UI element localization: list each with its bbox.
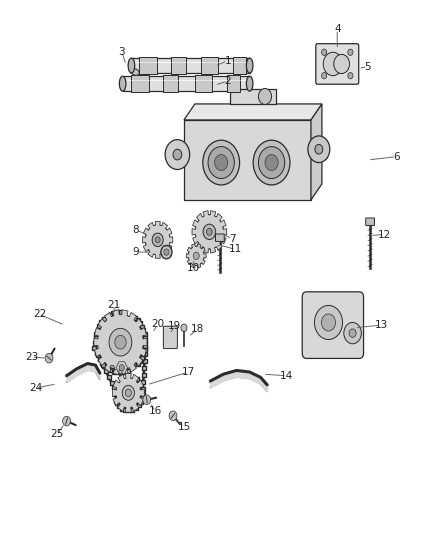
Circle shape (207, 229, 212, 235)
Circle shape (258, 147, 285, 179)
Text: 12: 12 (378, 230, 391, 239)
Text: 3: 3 (118, 47, 125, 56)
Circle shape (348, 49, 353, 55)
Circle shape (315, 144, 323, 154)
Circle shape (143, 395, 151, 405)
Circle shape (161, 245, 172, 259)
Circle shape (119, 365, 124, 371)
Polygon shape (131, 58, 250, 73)
Text: 4: 4 (334, 25, 341, 34)
FancyBboxPatch shape (302, 292, 364, 358)
Ellipse shape (246, 76, 253, 91)
Text: 23: 23 (25, 352, 38, 362)
Polygon shape (184, 104, 322, 120)
Circle shape (323, 52, 343, 76)
Text: 9: 9 (108, 366, 115, 375)
Circle shape (164, 249, 169, 255)
Circle shape (203, 140, 240, 185)
Ellipse shape (128, 58, 135, 73)
Polygon shape (171, 57, 186, 74)
Circle shape (349, 329, 356, 337)
Circle shape (344, 322, 361, 344)
Polygon shape (192, 211, 227, 253)
Circle shape (152, 233, 163, 247)
Circle shape (165, 140, 190, 169)
Text: 7: 7 (229, 234, 236, 244)
Text: 18: 18 (191, 325, 204, 334)
Polygon shape (186, 244, 206, 268)
Text: 20: 20 (151, 319, 164, 329)
Circle shape (145, 225, 170, 255)
Circle shape (181, 324, 187, 332)
FancyBboxPatch shape (215, 234, 224, 241)
Text: 16: 16 (149, 407, 162, 416)
Circle shape (308, 136, 330, 163)
Circle shape (253, 140, 290, 185)
Text: 6: 6 (393, 152, 400, 161)
Polygon shape (233, 57, 246, 74)
Polygon shape (123, 76, 250, 91)
Circle shape (116, 361, 127, 375)
Circle shape (265, 155, 278, 171)
Circle shape (45, 353, 53, 363)
Text: 17: 17 (182, 367, 195, 377)
Circle shape (348, 72, 353, 79)
Circle shape (208, 147, 234, 179)
Circle shape (63, 416, 71, 426)
Circle shape (188, 246, 204, 265)
Polygon shape (184, 120, 311, 200)
Circle shape (195, 215, 223, 249)
Polygon shape (94, 310, 147, 375)
Ellipse shape (246, 58, 253, 73)
Ellipse shape (131, 69, 139, 75)
Circle shape (321, 72, 327, 79)
Text: 8: 8 (132, 225, 139, 235)
Circle shape (215, 155, 228, 171)
Text: 19: 19 (168, 321, 181, 331)
Polygon shape (113, 374, 144, 412)
Polygon shape (201, 57, 218, 74)
Polygon shape (131, 75, 149, 92)
Polygon shape (143, 222, 173, 258)
Polygon shape (311, 104, 322, 200)
Circle shape (116, 378, 141, 408)
Text: 24: 24 (29, 383, 42, 393)
Circle shape (173, 149, 182, 160)
Text: 21: 21 (107, 300, 120, 310)
Circle shape (169, 411, 177, 421)
Circle shape (125, 389, 131, 397)
Polygon shape (230, 89, 276, 104)
Text: 13: 13 (374, 320, 388, 330)
Circle shape (321, 49, 327, 55)
Polygon shape (139, 57, 157, 74)
Polygon shape (163, 75, 178, 92)
Circle shape (314, 305, 343, 340)
FancyBboxPatch shape (366, 218, 374, 225)
Polygon shape (195, 75, 212, 92)
Circle shape (155, 237, 160, 243)
Circle shape (321, 314, 336, 331)
Circle shape (258, 88, 272, 104)
Polygon shape (227, 75, 240, 92)
Text: 22: 22 (33, 310, 46, 319)
Text: 15: 15 (177, 423, 191, 432)
Circle shape (115, 335, 126, 349)
Text: 1: 1 (224, 56, 231, 66)
Text: 14: 14 (280, 371, 293, 381)
Circle shape (203, 224, 215, 239)
Ellipse shape (119, 76, 126, 91)
Circle shape (98, 314, 143, 370)
Circle shape (334, 54, 350, 74)
Text: 10: 10 (187, 263, 200, 272)
Text: 5: 5 (364, 62, 371, 71)
Text: 9: 9 (132, 247, 139, 257)
Circle shape (122, 385, 134, 400)
FancyBboxPatch shape (163, 326, 177, 349)
Circle shape (193, 252, 199, 260)
Text: 2: 2 (224, 76, 231, 86)
Text: 25: 25 (50, 430, 64, 439)
Text: 11: 11 (229, 245, 242, 254)
FancyBboxPatch shape (316, 44, 359, 84)
Circle shape (109, 328, 132, 356)
